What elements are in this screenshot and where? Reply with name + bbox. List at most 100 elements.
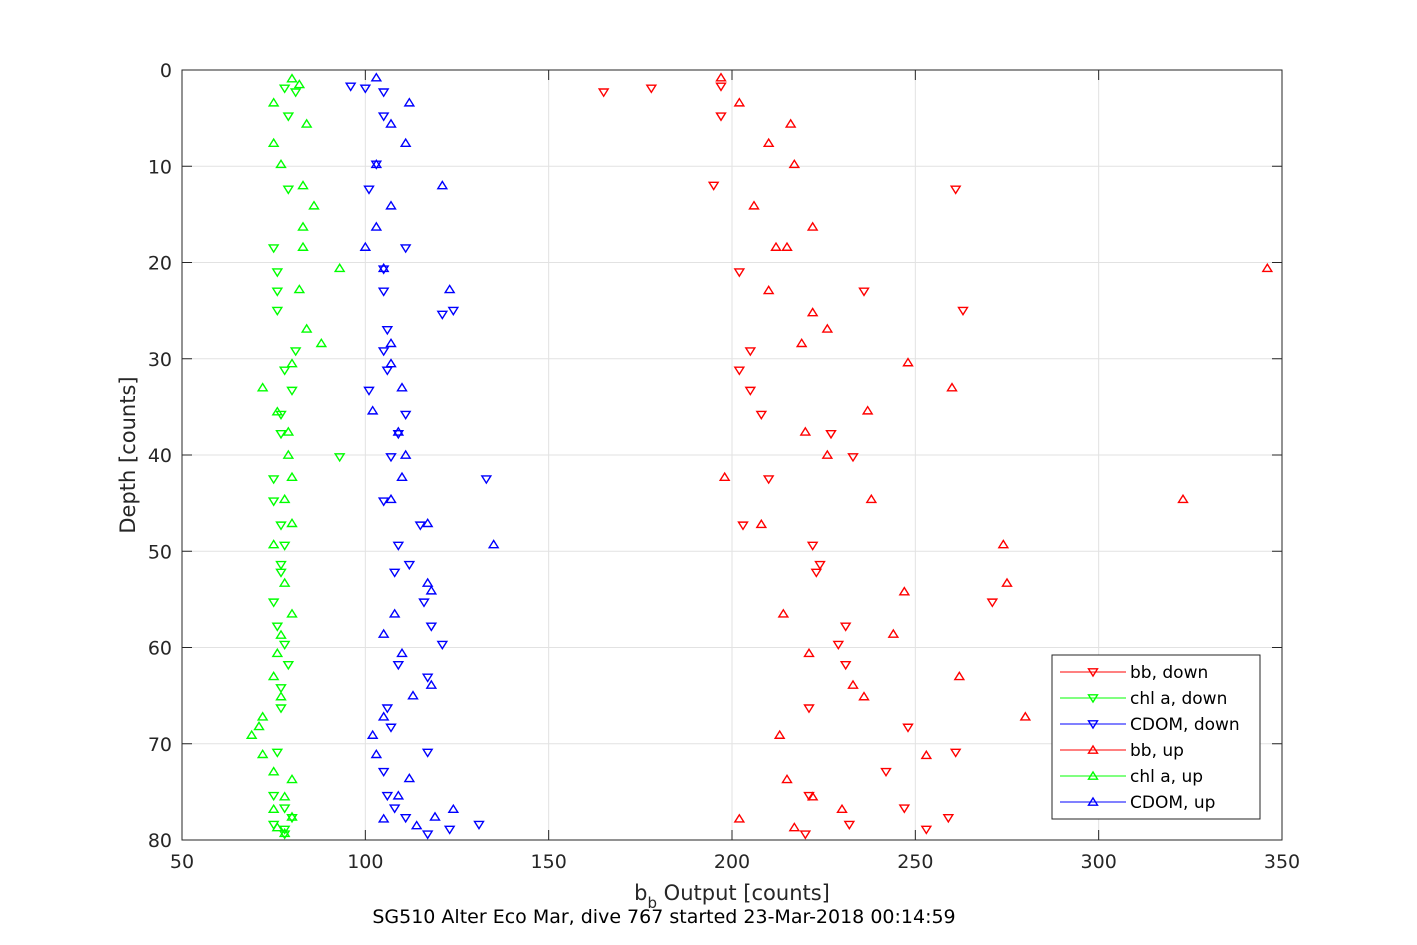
data-point (289, 347, 302, 357)
data-point (286, 73, 298, 83)
data-point (333, 453, 346, 463)
legend-label: chl a, down (1130, 689, 1227, 709)
data-point (245, 729, 258, 739)
data-point (366, 405, 379, 415)
data-point (275, 521, 287, 531)
data-point (715, 72, 727, 82)
legend-label: CDOM, up (1130, 793, 1215, 813)
data-point (803, 704, 815, 714)
data-point (447, 803, 460, 814)
legend-label: bb, down (1130, 663, 1208, 683)
data-point (788, 158, 801, 169)
data-point (278, 493, 291, 504)
axis-ticks: 50 100 150 200 250 300 350 0 10 20 30 40 50 60 70 80 (148, 60, 1300, 873)
x-tick-label: 300 (1081, 851, 1117, 873)
data-point (425, 585, 438, 595)
data-point (410, 820, 423, 830)
data-point (267, 475, 280, 485)
data-point (275, 704, 287, 714)
data-point (707, 181, 720, 191)
data-point (377, 262, 390, 273)
data-point (473, 820, 485, 830)
data-point (858, 691, 870, 701)
data-point (286, 358, 298, 368)
data-point (1261, 262, 1274, 273)
data-point (403, 773, 416, 783)
data-point (271, 406, 284, 416)
data-point (718, 471, 731, 481)
data-point (949, 185, 962, 195)
data-point (377, 767, 390, 778)
data-point (487, 539, 500, 549)
data-point (275, 560, 287, 571)
data-point (385, 493, 397, 504)
legend-label: bb, up (1130, 741, 1184, 761)
series-chl-a-up (245, 73, 346, 838)
data-point (275, 629, 287, 639)
data-point (425, 622, 438, 632)
data-point (744, 386, 757, 396)
data-point (385, 118, 397, 128)
data-point (370, 748, 383, 759)
data-point (278, 804, 291, 814)
data-point (278, 366, 291, 376)
data-point (421, 673, 434, 683)
legend-marker (1087, 744, 1099, 754)
data-point (275, 429, 287, 440)
data-point (480, 475, 493, 485)
data-point (370, 72, 383, 82)
data-point (267, 766, 280, 776)
data-point (645, 84, 658, 94)
data-point (333, 262, 346, 273)
data-point (344, 82, 357, 92)
data-point (377, 711, 390, 721)
data-point (1001, 577, 1013, 587)
data-point (436, 180, 449, 190)
data-point (271, 622, 284, 632)
data-point (377, 628, 390, 638)
legend-marker (1087, 668, 1099, 678)
x-tick-label: 350 (1264, 851, 1300, 873)
data-point (286, 814, 298, 824)
data-point (282, 449, 295, 459)
data-point (421, 577, 434, 587)
data-point (293, 79, 306, 89)
data-point (278, 791, 291, 801)
data-point (806, 541, 819, 551)
data-point (256, 748, 269, 759)
data-point (898, 586, 911, 596)
data-point (755, 410, 768, 420)
data-point (286, 811, 298, 821)
data-point (447, 306, 460, 316)
data-point (297, 221, 309, 231)
x-tick-label: 50 (170, 851, 194, 873)
legend-label: chl a, up (1130, 767, 1203, 787)
y-tick-label: 0 (160, 60, 172, 82)
data-point (836, 803, 848, 814)
data-point (781, 773, 793, 784)
data-point (865, 493, 878, 504)
data-point (370, 221, 383, 231)
data-point (286, 386, 298, 396)
data-point (773, 729, 786, 739)
data-point (443, 825, 456, 835)
data-point (377, 112, 390, 122)
data-point (744, 347, 757, 357)
data-point (795, 337, 808, 348)
legend-marker (1087, 694, 1099, 704)
data-point (271, 306, 284, 316)
data-point (253, 721, 265, 731)
data-point (267, 497, 280, 507)
data-point (282, 185, 295, 195)
y-tick-label: 20 (148, 253, 172, 275)
chart-caption: SG510 Alter Eco Mar, dive 767 started 23… (372, 906, 955, 928)
data-point (814, 560, 826, 571)
series-bb-down (597, 82, 999, 840)
data-point (762, 137, 775, 147)
x-axis-label: bb Output [counts] (634, 881, 830, 912)
data-point (271, 268, 284, 278)
data-point (920, 825, 933, 835)
data-point (275, 691, 287, 701)
data-point (803, 647, 815, 658)
